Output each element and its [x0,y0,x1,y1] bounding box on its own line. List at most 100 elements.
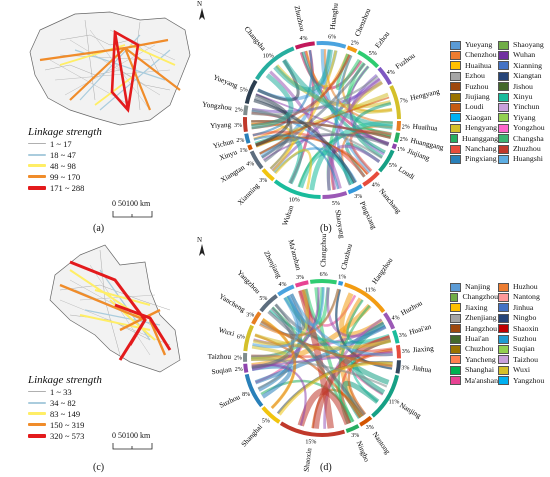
legend-item: Xianning [498,61,550,71]
legend-color-box [450,103,461,113]
chord-city-label: Nantong [371,430,393,456]
legend-color-box [498,82,509,92]
legend_a-swatch [28,143,46,144]
chord-city-label: Huaihua [412,122,438,133]
legend-color-box [498,154,509,164]
chord-arc [395,344,401,359]
legend_a-range: 18 ~ 47 [50,149,76,160]
legend-item: Chenzhou [450,50,498,61]
legend-color-box [450,282,461,292]
chord-city-label: Pingxiang [358,200,379,231]
legend-item-label: Xinyu [513,91,533,101]
chord-city-label: Shaoxin [301,447,313,472]
chord-city-label: Zhenjiang [262,249,284,280]
chord-ribbon [251,110,383,159]
chord-diagram-d: 3%Ma'anshan6%Changzhou1%Chuzhou11%Hangzh… [208,233,435,472]
chord-arc [277,284,295,297]
chord-city-label: Fuzhou [394,51,417,71]
chord-city-label: Shanghai [239,422,264,448]
chord-city-label: Xianning [235,181,261,207]
legend-color-box [450,123,461,133]
chord-arc [347,184,363,195]
north-label-c: N [197,236,203,244]
chord-percent-label: 3% [354,194,362,200]
chord-city-label: Huanghu [328,2,340,30]
legend-color-box [498,92,509,102]
chord-ribbon [286,287,325,327]
chord-percent-label: 3% [234,123,242,129]
chord-arc [377,66,392,86]
legend-item: Taizhou [498,355,550,365]
legend-color-box [498,282,509,292]
chord-city-label: Wuhan [280,204,295,227]
legend-color-box [498,71,509,81]
chord-city-label: Jiujiang [406,146,431,162]
chord-arc [243,105,249,116]
chord-percent-label: 3% [399,333,407,339]
chord-city-label: Ningbo [355,439,372,463]
legend-item-label: Xiaogan [465,112,492,122]
legend-item: Yiyang [498,113,550,123]
chord-ribbon [252,50,313,137]
legend-item: Yangzhou [498,376,550,386]
chord-percent-label: 3% [259,178,267,184]
map-c [49,244,181,373]
legend-item-label: Suqian [513,344,535,354]
chord-city-label: Changzhou [318,233,328,267]
legend-item: Xiangtan [498,71,550,81]
legend-color-box [450,293,459,303]
legend-color-box [450,324,461,334]
chord-ribbon [281,58,393,130]
legend-color-box [450,355,461,365]
legend-item: Ezhou [450,71,498,81]
chord-ribbon [298,150,355,189]
legend_a-range: 1 ~ 17 [50,138,72,149]
chord-city-label: Yancheng [218,291,248,314]
scale-bar-a-ticks [112,211,153,218]
legend-color-box [498,113,509,123]
legend_a-range: 48 ~ 98 [50,160,76,171]
chord-ribbon [259,288,340,337]
chord-percent-label: 2% [402,124,410,130]
chord-ribbon [297,388,351,427]
legend-item-label: Ningbo [513,313,537,323]
legend_c-swatch [28,401,46,404]
legend-item-label: Shaoyang [513,40,544,49]
chord-city-label: Xinyu [218,147,239,162]
legend-item-label: Xianning [513,60,543,70]
chord-city-label: Xiangtan [219,163,247,185]
legend-item: Chuzhou [450,344,498,355]
chord-city-label: Zhuzhou [293,5,308,33]
chord-percent-label: 5% [259,296,267,302]
chord-ribbon [262,318,296,409]
chord-arc [294,41,315,50]
chord-arc [251,311,262,325]
legend-item-label: Ezhou [465,71,485,81]
legend_a-row: 1 ~ 17 [28,138,102,149]
legend-item: Zhenjiang [450,313,498,323]
legend-item-label: Zhuzhou [513,143,541,153]
chord-ribbon [290,293,393,357]
legend-item: Shanghai [450,365,498,375]
legend-color-box [450,113,461,123]
chord-city-label: Yangzhou [235,268,262,296]
chord-arc [243,324,254,352]
chord-city-label: Yueyang [212,72,239,90]
legend-item-label: Nanchang [465,143,497,153]
chord-percent-label: 5% [262,419,270,425]
legend-color-box [498,376,509,386]
chord-arc [261,168,275,182]
chord-percent-label: 2% [235,107,243,113]
chord-percent-label: 7% [400,98,408,104]
legend-item-label: Jiaxing [465,302,488,312]
legend-item-label: Huaihua [465,60,492,70]
legend-color-box [450,365,461,375]
chord-ribbon [347,348,393,415]
chord-arc [259,294,278,313]
chord-arc [393,132,400,143]
chord-percent-label: 11% [389,399,400,405]
legend-item: Changsha [498,134,550,144]
legend_c-range: 34 ~ 82 [50,397,76,408]
chord-percent-label: 2% [235,367,243,373]
chord-ribbon [324,49,393,124]
